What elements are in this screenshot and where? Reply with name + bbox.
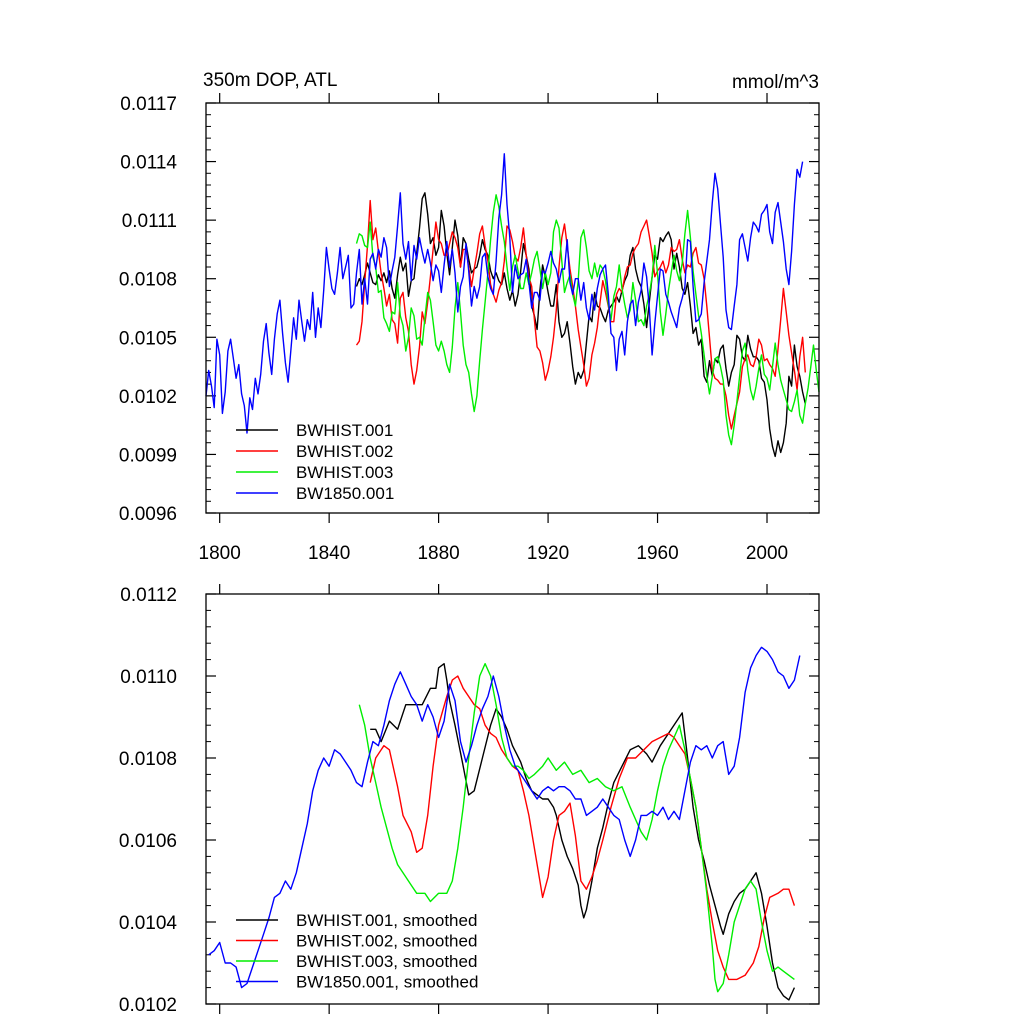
bottom-y-tick-label: 0.0102 [119,995,177,1016]
bottom-series-line-4 [208,646,801,989]
top-y-tick-label: 0.0096 [119,504,177,525]
top-legend-label: BW1850.001 [296,484,394,503]
top-y-tick-label: 0.0099 [119,445,177,466]
top-x-tick-label: 1840 [308,543,350,564]
top-x-tick-label: 1800 [199,543,241,564]
bottom-series-line-1 [370,663,796,1001]
top-chart-units: mmol/m^3 [732,72,819,93]
top-legend-label: BWHIST.001 [296,421,393,440]
bottom-legend-label: BWHIST.003, smoothed [296,952,477,971]
top-series-line-3 [355,194,820,446]
top-y-tick-label: 0.0117 [120,94,177,115]
top-x-tick-label: 2000 [746,543,788,564]
top-y-tick-label: 0.0108 [119,270,177,291]
bottom-y-tick-label: 0.0112 [120,585,177,606]
top-legend-label: BWHIST.003 [296,463,393,482]
bottom-y-tick-label: 0.0104 [119,913,178,934]
top-x-tick-label: 1920 [527,543,569,564]
bottom-chart-panel: 0.0102 0.0104 0.0106 0.0108 0.0110 0.0112 BWH… [119,584,820,1016]
top-chart-title: 350m DOP, ATL [203,70,337,91]
bottom-plot-frame [205,593,820,1005]
top-y-tick-label: 0.0114 [120,153,177,174]
top-x-tick-label: 1880 [417,543,459,564]
top-y-tick-label: 0.0102 [119,387,177,408]
bottom-legend-label: BW1850.001, smoothed [296,973,478,992]
bottom-y-tick-label: 0.0106 [119,831,177,852]
bottom-series-line-2 [369,675,796,981]
bottom-y-tick-label: 0.0108 [119,749,177,770]
top-x-tick-label: 1960 [636,543,678,564]
top-chart-panel: 350m DOP, ATL mmol/m^3 0.0096 0.0099 0.010… [119,70,820,564]
top-series-line-1 [355,192,806,458]
top-plot-frame [205,102,820,514]
top-series-line-4 [205,153,804,434]
bottom-y-tick-label: 0.0110 [120,667,177,688]
bottom-series-line-3 [358,663,795,993]
bottom-legend-label: BWHIST.001, smoothed [296,911,477,930]
top-y-tick-label: 0.0111 [122,211,177,232]
top-legend-label: BWHIST.002 [296,442,393,461]
bottom-legend-label: BWHIST.002, smoothed [296,932,477,951]
top-y-tick-label: 0.0105 [119,328,177,349]
